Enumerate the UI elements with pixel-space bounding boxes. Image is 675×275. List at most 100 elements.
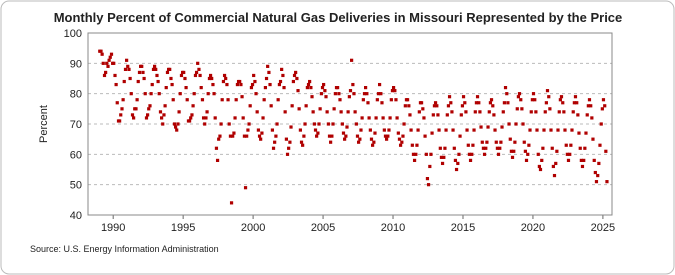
point [266,64,270,68]
point [343,137,347,141]
point [259,137,263,141]
point [156,79,160,84]
point [569,143,573,147]
point [316,131,320,135]
point [577,131,581,135]
point [477,101,481,105]
point [238,79,242,84]
point [149,92,153,96]
point [146,113,150,117]
point [543,110,547,114]
point [463,101,467,105]
point [141,70,145,75]
point [540,158,544,162]
point [305,86,309,90]
x-tick-label: 2010 [381,222,405,234]
point [183,76,187,81]
point [317,122,321,126]
point [603,104,607,108]
point [219,122,223,126]
point [150,82,154,87]
point [501,110,505,114]
point [559,95,564,99]
point [449,101,453,105]
point [190,113,194,117]
point [596,173,600,178]
point [351,82,355,87]
point [547,95,551,99]
point [173,125,178,129]
point [172,122,177,126]
chart-title: Monthly Percent of Commercial Natural Ga… [54,10,623,25]
point [245,134,249,138]
point [437,128,441,132]
point [327,134,332,138]
point [589,104,593,108]
point [475,95,480,99]
point [306,82,311,87]
point [253,79,257,84]
point [338,98,342,102]
point [519,98,523,102]
point [315,134,319,138]
point [506,101,510,105]
point [498,146,502,150]
point [264,76,269,81]
point [161,122,165,126]
x-tick-label: 2020 [521,222,545,234]
point [598,143,602,147]
point [376,92,381,96]
point [196,61,200,65]
point [241,116,245,120]
point [383,134,388,138]
point [303,122,307,126]
point [496,152,501,156]
point [401,134,405,138]
point [550,146,554,150]
point [170,82,174,87]
point [530,98,534,102]
point [301,143,305,147]
point [368,128,372,132]
point [203,122,207,126]
point [288,140,292,144]
point [417,110,421,114]
point [466,143,470,147]
y-tick-label: 80 [70,89,82,101]
point [384,137,389,141]
point [461,95,466,99]
plot-area [87,32,613,216]
point [422,116,426,120]
point [289,125,293,129]
point [586,104,590,108]
point [235,82,240,87]
point [345,125,349,129]
point [458,134,462,138]
point [299,140,304,144]
point [374,116,378,120]
point [471,143,475,147]
point [592,158,596,162]
point [423,134,427,138]
point [109,52,114,56]
point [599,122,603,126]
x-tick-label: 2000 [241,222,265,234]
point [148,104,152,108]
point [508,137,512,141]
y-axis-label: Percent [38,105,50,143]
point [348,89,353,93]
point [382,128,386,132]
point [224,76,228,81]
point [114,82,118,87]
point [444,128,448,132]
point [436,113,440,117]
point [197,67,201,71]
point [500,125,504,129]
point [233,116,237,120]
point [135,98,139,102]
point [283,110,287,114]
point [220,98,224,102]
point [398,143,403,147]
point [350,58,354,62]
point [324,95,328,99]
